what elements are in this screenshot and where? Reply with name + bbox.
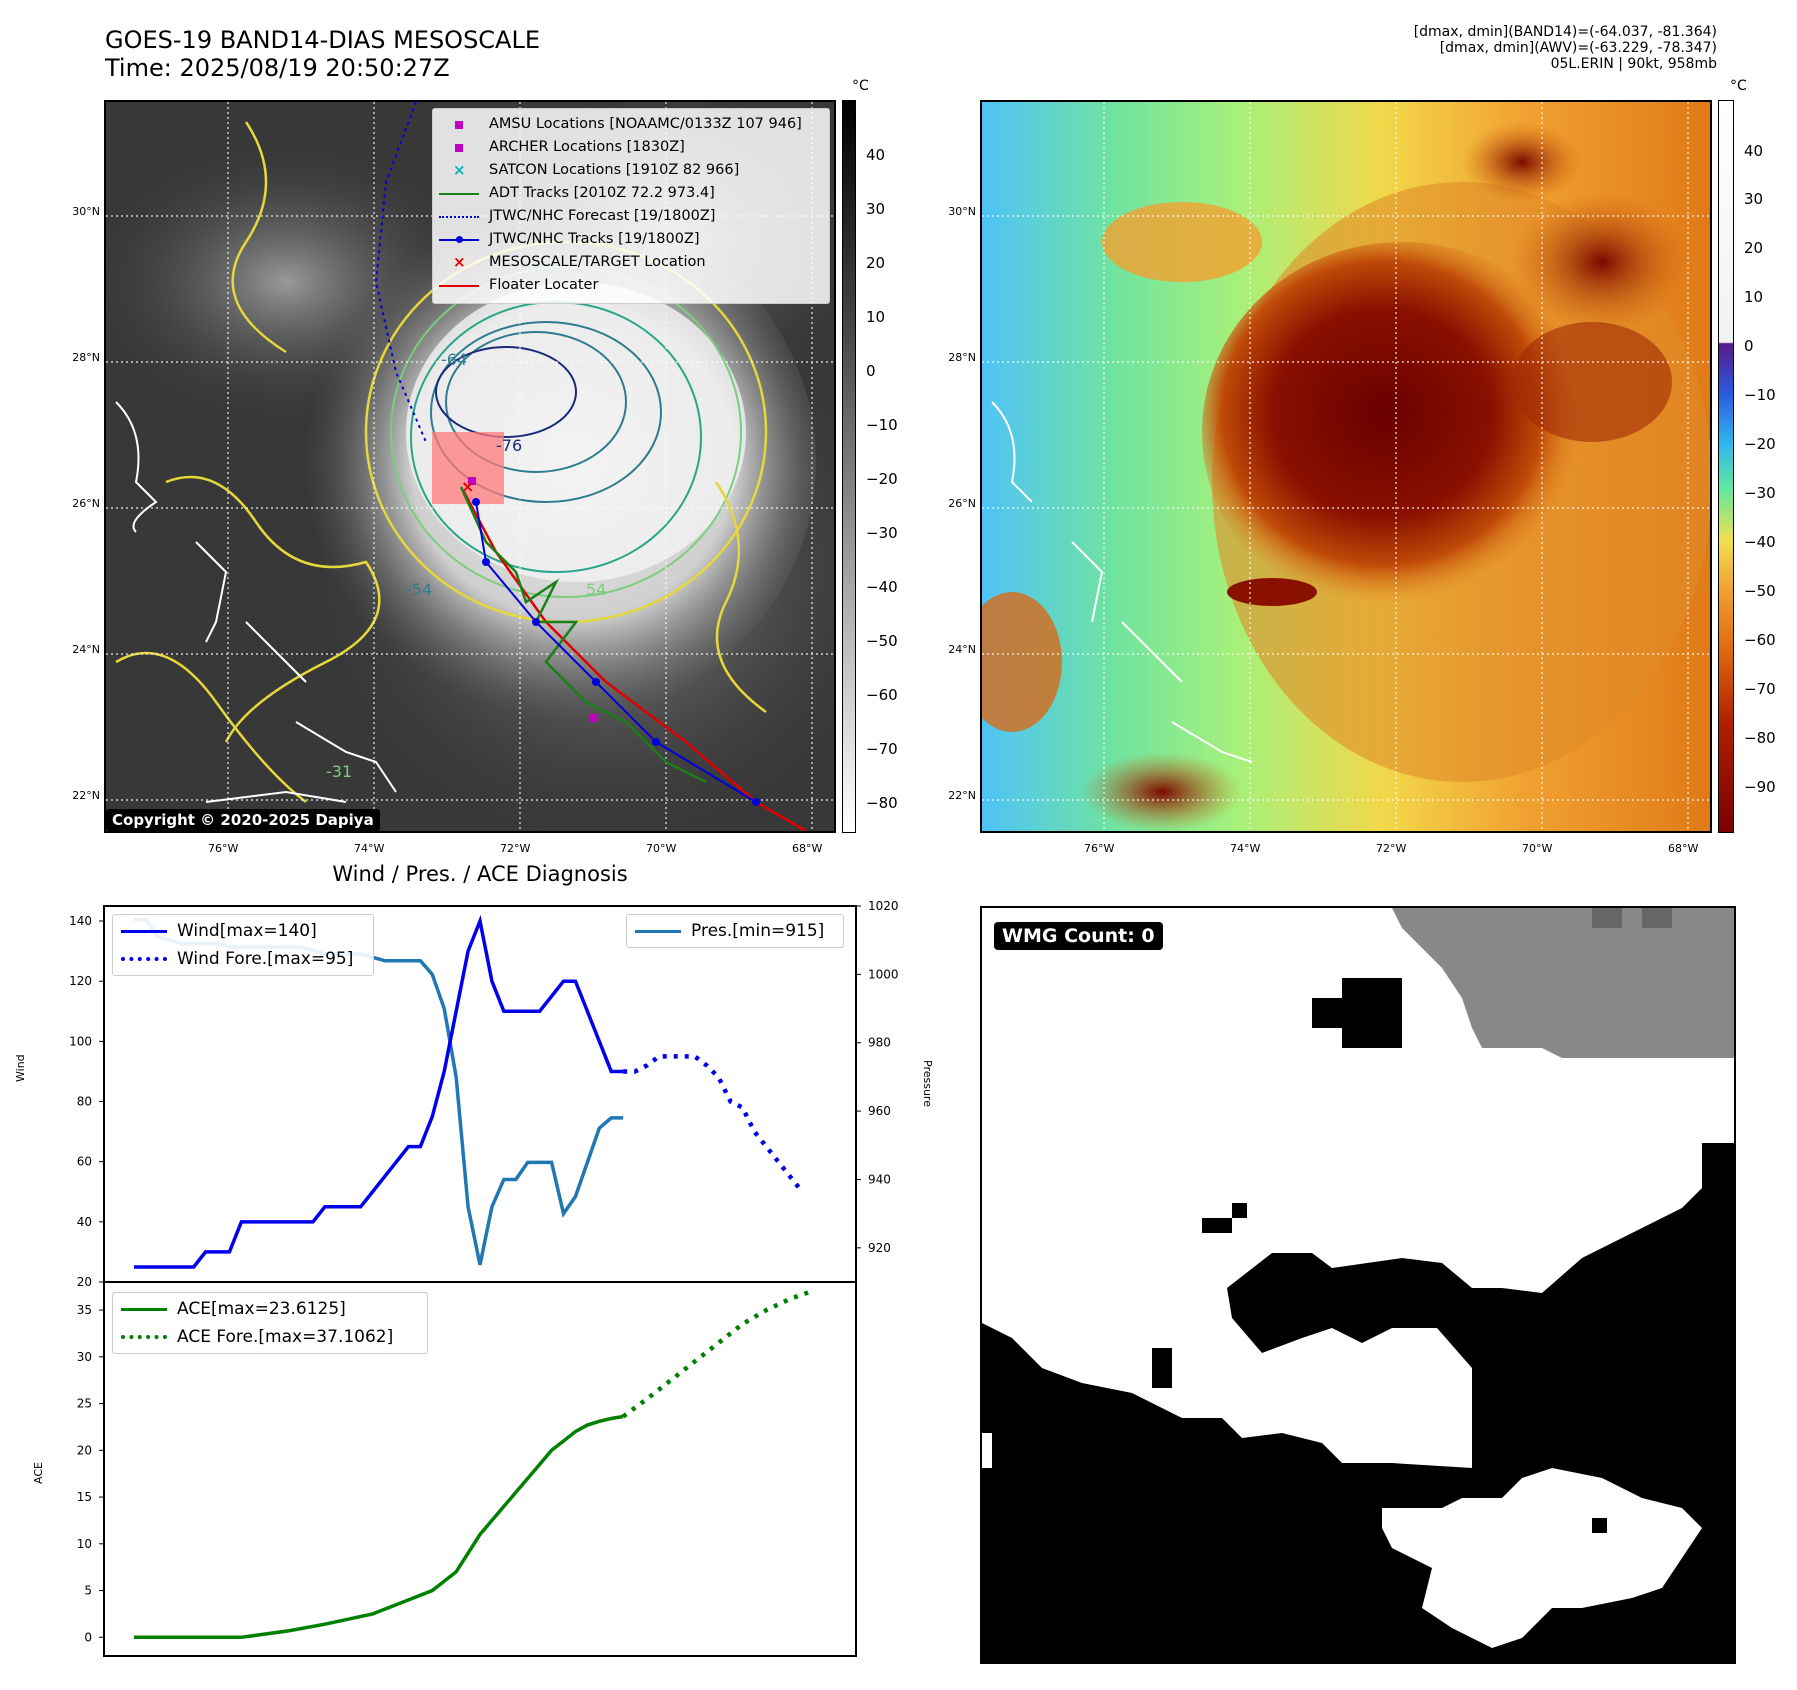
contour-label: -76 [496, 436, 523, 455]
copyright-badge: Copyright © 2020-2025 Dapiya [106, 809, 380, 831]
pres-tick-label: 1020 [868, 899, 899, 913]
stats-line-3: 05L.ERIN | 90kt, 958mb [1550, 56, 1717, 72]
wind-tick-label: 60 [77, 1155, 92, 1169]
wind-tick-label: 20 [77, 1275, 92, 1289]
ace-tick-label: 5 [84, 1584, 92, 1598]
wind-tick-label: 140 [69, 914, 92, 928]
map-legend: AMSU Locations [NOAAMC/0133Z 107 946] AR… [432, 108, 830, 304]
wmg-canvas [982, 908, 1734, 1662]
colorbar-gray [842, 100, 856, 833]
pres-tick-label: 920 [868, 1241, 891, 1255]
colorbar-gray-ticks: 40 30 20 10 0 −10 −20 −30 −40 −50 −60 −7… [866, 146, 898, 812]
legend-archer: ARCHER Locations [1830Z] [439, 136, 823, 159]
dotted-line-icon [121, 953, 167, 965]
wind-tick-label: 80 [77, 1095, 92, 1109]
ace-legend: ACE[max=23.6125] ACE Fore.[max=37.1062] [112, 1292, 428, 1354]
line-marker-icon [121, 925, 167, 937]
wind-tick-label: 40 [77, 1215, 92, 1229]
title-line-1: GOES-19 BAND14-DIAS MESOSCALE [105, 26, 541, 54]
pres-tick-label: 940 [868, 1172, 891, 1186]
svg-text:×: × [461, 477, 474, 496]
colorbar-color [1718, 100, 1734, 833]
pres-tick-label: 980 [868, 1036, 891, 1050]
legend-adt: ADT Tracks [2010Z 72.2 973.4] [439, 182, 823, 205]
lon-labels-left: 76°W 74°W 72°W 70°W 68°W [208, 842, 823, 855]
line-marker-icon [121, 1303, 167, 1315]
wmg-count-badge: WMG Count: 0 [994, 922, 1163, 950]
ace-axes: 0 5 10 15 20 25 30 35 [77, 1281, 857, 1657]
ace-ylabel: ACE [32, 1462, 45, 1484]
ace-tick-label: 30 [77, 1350, 92, 1364]
ace-tick-label: 35 [77, 1303, 92, 1317]
line-marker-icon [635, 925, 681, 937]
square-marker-icon [439, 119, 479, 131]
contour-label: 54 [586, 580, 607, 599]
square-marker-icon [439, 142, 479, 154]
legend-ace-fore: ACE Fore.[max=37.1062] [121, 1323, 419, 1351]
dotted-line-icon [439, 211, 479, 223]
legend-target: × MESOSCALE/TARGET Location [439, 251, 823, 274]
pres-ylabel: Pressure [921, 1060, 934, 1107]
stats-block: [dmax, dmin](BAND14)=(-64.037, -81.364) … [1414, 24, 1717, 72]
wind-ylabel: Wind [14, 1054, 27, 1082]
pres-tick-label: 960 [868, 1104, 891, 1118]
x-marker-icon: × [453, 252, 466, 271]
awv-map-panel [980, 100, 1712, 833]
legend-ace: ACE[max=23.6125] [121, 1295, 419, 1323]
ace-line [134, 1414, 624, 1640]
legend-amsu: AMSU Locations [NOAAMC/0133Z 107 946] [439, 113, 823, 136]
pres-legend: Pres.[min=915] [626, 914, 844, 948]
colorbar-color-unit: °C [1730, 78, 1747, 94]
diagnosis-title: Wind / Pres. / ACE Diagnosis [332, 862, 628, 886]
legend-forecast: JTWC/NHC Forecast [19/1800Z] [439, 205, 823, 228]
legend-satcon: × SATCON Locations [1910Z 82 966] [439, 159, 823, 182]
ace-axes-frame [103, 1281, 857, 1657]
wind-forecast-line [623, 1054, 804, 1194]
chart-title: GOES-19 BAND14-DIAS MESOSCALE Time: 2025… [105, 26, 540, 82]
ace-tick-label: 15 [77, 1490, 92, 1504]
contour-label: -64 [441, 350, 468, 369]
stats-line-1: [dmax, dmin](BAND14)=(-64.037, -81.364) [1413, 24, 1717, 40]
wind-line [134, 914, 624, 1269]
wind-tick-label: 120 [69, 974, 92, 988]
pres-tick-label: 1000 [868, 967, 899, 981]
lon-labels-right: 76°W 74°W 72°W 70°W 68°W [1084, 842, 1699, 855]
ace-tick-label: 0 [84, 1630, 92, 1644]
line-marker-icon [439, 280, 479, 292]
legend-tracks: JTWC/NHC Tracks [19/1800Z] [439, 228, 823, 251]
dotted-line-icon [121, 1331, 167, 1343]
line-marker-icon [439, 188, 479, 200]
wind-tick-label: 100 [69, 1034, 92, 1048]
contour-label: -31 [326, 762, 353, 781]
awv-map-canvas [982, 102, 1710, 831]
ace-tick-label: 10 [77, 1537, 92, 1551]
legend-wind-fore: Wind Fore.[max=95] [121, 945, 365, 973]
ace-forecast-line [621, 1288, 815, 1419]
ace-tick-label: 20 [77, 1443, 92, 1457]
colorbar-unit: °C [852, 78, 869, 94]
ir-map-panel: × -64 -76 -54 54 -31 AMSU Locations [NOA… [104, 100, 836, 833]
colorbar-color-ticks: 40 30 20 10 0 −10 −20 −30 −40 −50 −60 −7… [1744, 142, 1776, 796]
wind-legend: Wind[max=140] Wind Fore.[max=95] [112, 914, 374, 976]
x-marker-icon: × [453, 160, 466, 179]
legend-wind: Wind[max=140] [121, 917, 365, 945]
ace-tick-label: 25 [77, 1397, 92, 1411]
wmg-panel: WMG Count: 0 [980, 906, 1736, 1664]
title-line-2: Time: 2025/08/19 20:50:27Z [105, 54, 450, 82]
legend-floater: Floater Locater [439, 274, 823, 297]
line-dot-icon [439, 234, 479, 246]
legend-pres: Pres.[min=915] [635, 917, 835, 945]
stats-line-2: [dmax, dmin](AWV)=(-63.229, -78.347) [1439, 40, 1717, 56]
contour-label: -54 [406, 580, 433, 599]
